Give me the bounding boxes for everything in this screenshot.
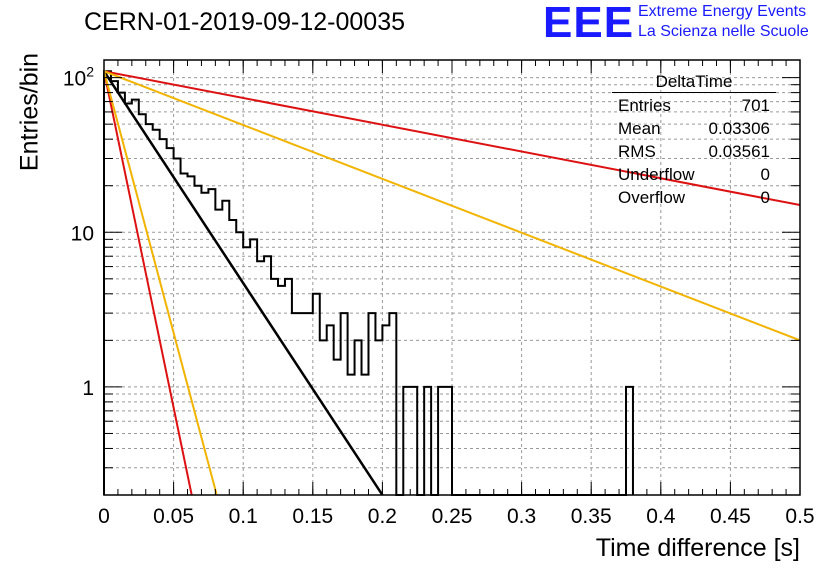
stats-value: 0 xyxy=(760,165,770,184)
line-yellow_steep xyxy=(103,70,218,496)
stats-value: 0.03306 xyxy=(708,119,770,138)
x-tick-label: 0.1 xyxy=(229,505,258,528)
fit-lines xyxy=(102,70,801,496)
stats-label: RMS xyxy=(618,142,656,161)
y-tick-label: 102 xyxy=(63,64,94,91)
stats-label: Underflow xyxy=(618,165,695,184)
x-axis-label: Time difference [s] xyxy=(595,534,800,562)
x-tick-label: 0.25 xyxy=(432,505,473,528)
line-yellow_shallow xyxy=(103,70,801,342)
eee-logo: EEE xyxy=(543,0,635,47)
run-title: CERN-01-2019-09-12-00035 xyxy=(84,8,406,36)
eee-tagline-2: La Scienza nelle Scuole xyxy=(638,23,809,40)
x-tick-label: 0 xyxy=(98,505,110,528)
y-axis-label: Entries/bin xyxy=(15,52,44,172)
stats-row-mean: Mean 0.03306 xyxy=(612,117,776,140)
histogram xyxy=(103,70,634,496)
stats-label: Overflow xyxy=(618,188,686,207)
histogram-outline xyxy=(103,70,634,496)
line-fit xyxy=(102,70,384,496)
x-tick-label: 0.35 xyxy=(571,505,612,528)
x-tick-label: 0.3 xyxy=(507,505,536,528)
stats-row-underflow: Underflow 0 xyxy=(612,163,776,186)
line-red_steep xyxy=(103,71,193,496)
y-tick-label: 1 xyxy=(82,377,94,400)
stats-row-rms: RMS 0.03561 xyxy=(612,140,776,163)
tick-labels: 0 0.05 0.1 0.15 0.2 0.25 0.3 0.35 0.4 0.45 0.5 1 10 1… xyxy=(63,64,815,528)
stats-box: DeltaTime Entries 701 Mean 0.03306 RMS 0… xyxy=(612,72,776,209)
eee-tagline-1: Extreme Energy Events xyxy=(638,3,807,20)
axes xyxy=(103,59,801,496)
x-tick-label: 0.2 xyxy=(368,505,397,528)
x-tick-label: 0.5 xyxy=(785,505,814,528)
stats-value: 0.03561 xyxy=(708,142,770,161)
line-red_shallow xyxy=(103,70,801,207)
stats-row-overflow: Overflow 0 xyxy=(612,186,776,209)
stats-label: Mean xyxy=(618,119,661,138)
stats-value: 701 xyxy=(741,96,770,115)
y-tick-label: 10 xyxy=(71,222,94,245)
x-tick-label: 0.45 xyxy=(710,505,751,528)
x-tick-label: 0.15 xyxy=(292,505,333,528)
stats-row-entries: Entries 701 xyxy=(612,94,776,117)
stats-label: Entries xyxy=(618,96,671,115)
x-tick-label: 0.4 xyxy=(646,505,676,528)
x-tick-label: 0.05 xyxy=(153,505,194,528)
stats-value: 0 xyxy=(760,188,770,207)
stats-title: DeltaTime xyxy=(612,72,776,93)
